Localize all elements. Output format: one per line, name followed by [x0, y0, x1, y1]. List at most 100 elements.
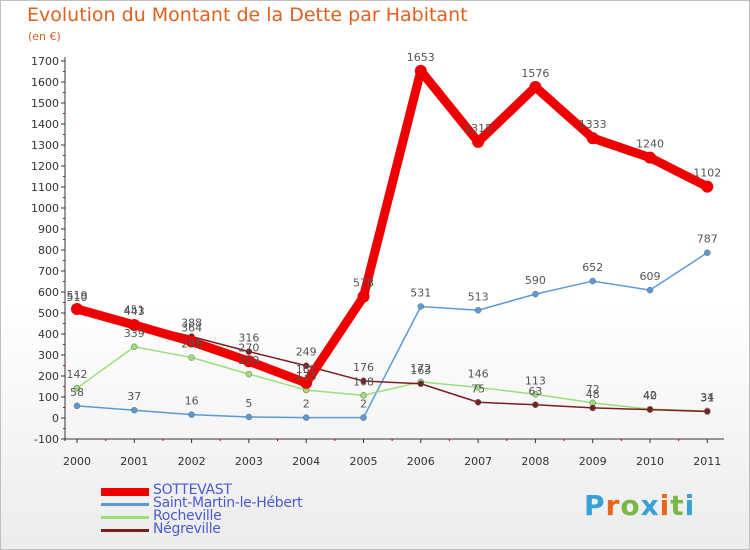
chart-title: Evolution du Montant de la Dette par Hab…: [27, 4, 468, 26]
x-tick-label: 2009: [579, 455, 607, 468]
data-label-sottevast: 519: [67, 289, 88, 302]
data-label-sottevast: 1240: [636, 138, 664, 151]
y-tick-label: 0: [52, 412, 59, 425]
data-label-sottevast: 1576: [521, 67, 549, 80]
data-point-sottevast: [71, 303, 83, 316]
y-tick-label: 800: [38, 244, 59, 257]
data-point-negreville: [360, 377, 367, 385]
y-tick-label: 300: [38, 349, 59, 362]
data-point-saint-martin-le-hebert: [417, 303, 425, 310]
proxiti-logo: Proxiti: [584, 489, 696, 522]
data-point-sottevast: [242, 355, 255, 368]
axes: -100 0 100 200 300 400 500 600 700 800 900 1000 1100…: [31, 55, 724, 468]
y-tick-label: -100: [34, 433, 59, 446]
data-label-negreville: 451: [124, 303, 145, 316]
data-label-negreville: 48: [586, 388, 600, 401]
data-label-saint-martin-le-hebert: 58: [70, 386, 84, 399]
data-point-sottevast: [644, 151, 656, 164]
data-point-saint-martin-le-hebert: [245, 413, 253, 421]
data-label-rocheville: 146: [468, 367, 489, 380]
data-point-sottevast: [357, 290, 370, 303]
legend-swatch: [101, 488, 149, 496]
y-tick-label: 1600: [31, 76, 59, 89]
y-tick-label: 700: [38, 265, 59, 278]
data-label-saint-martin-le-hebert: 531: [410, 286, 431, 299]
data-point-negreville: [704, 408, 711, 415]
data-point-sottevast: [701, 180, 714, 193]
data-label-saint-martin-le-hebert: 787: [697, 233, 718, 246]
data-point-sottevast: [128, 318, 141, 331]
data-label-rocheville: 113: [525, 374, 546, 387]
data-point-saint-martin-le-hebert: [360, 414, 367, 421]
legend-label: Rocheville: [153, 508, 222, 524]
data-label-sottevast: 1102: [693, 167, 721, 180]
data-point-sottevast: [586, 132, 599, 145]
y-tick-label: 1000: [31, 202, 59, 215]
data-label-saint-martin-le-hebert: 590: [525, 274, 546, 287]
data-label-rocheville: 42: [643, 389, 657, 402]
data-point-saint-martin-le-hebert: [474, 307, 482, 314]
data-label-negreville: 388: [181, 317, 202, 330]
data-label-rocheville: 142: [67, 368, 88, 381]
data-label-saint-martin-le-hebert: 652: [582, 261, 603, 274]
data-point-rocheville: [360, 392, 367, 399]
data-point-sottevast: [472, 135, 485, 148]
data-label-sottevast: 578: [353, 277, 374, 290]
y-tick-label: 1300: [31, 139, 59, 152]
legend-swatch: [101, 529, 149, 532]
data-label-negreville: 510: [67, 291, 88, 304]
data-point-rocheville: [532, 391, 539, 398]
y-tick-label: 900: [38, 223, 59, 236]
data-point-negreville: [302, 362, 310, 369]
data-point-saint-martin-le-hebert: [131, 406, 138, 414]
data-point-saint-martin-le-hebert: [188, 411, 195, 418]
data-label-negreville: 163: [410, 364, 431, 377]
data-label-sottevast: 364: [181, 322, 202, 335]
data-label-saint-martin-le-hebert: 2: [303, 398, 310, 411]
y-tick-label: 400: [38, 328, 59, 341]
data-point-saint-martin-le-hebert: [704, 249, 711, 256]
data-point-saint-martin-le-hebert: [589, 277, 596, 285]
data-point-negreville: [532, 401, 539, 409]
data-point-sottevast: [529, 81, 542, 94]
x-tick-label: 2005: [350, 455, 378, 468]
data-label-saint-martin-le-hebert: 513: [468, 290, 489, 303]
y-tick-label: 100: [38, 391, 59, 404]
data-label-saint-martin-le-hebert: 37: [127, 390, 141, 403]
data-point-rocheville: [131, 343, 138, 351]
data-point-sottevast: [185, 335, 198, 348]
legend-swatch: [101, 503, 149, 506]
x-tick-label: 2010: [636, 455, 664, 468]
legend-swatch: [101, 516, 149, 519]
data-point-rocheville: [245, 370, 253, 378]
legend-label: SOTTEVAST: [153, 482, 232, 498]
data-label-sottevast: 167: [296, 363, 317, 376]
data-label-saint-martin-le-hebert: 5: [245, 397, 252, 410]
data-label-saint-martin-le-hebert: 2: [360, 398, 367, 411]
data-label-negreville: 316: [238, 332, 259, 345]
y-tick-label: 600: [38, 286, 59, 299]
x-tick-label: 2003: [235, 455, 263, 468]
data-label-sottevast: 1333: [579, 118, 607, 131]
data-point-saint-martin-le-hebert: [73, 402, 81, 410]
chart-subtitle: (en €): [28, 30, 61, 43]
data-label-rocheville: 209: [238, 354, 259, 367]
y-tick-label: 1400: [31, 118, 59, 131]
data-label-rocheville: 72: [586, 383, 600, 396]
y-tick-label: 1700: [31, 55, 59, 68]
data-label-negreville: 31: [700, 391, 714, 404]
x-tick-label: 2006: [407, 455, 435, 468]
data-point-saint-martin-le-hebert: [532, 290, 539, 298]
legend-label: Saint-Martin-le-Hébert: [153, 495, 303, 511]
data-point-negreville: [245, 348, 253, 355]
data-point-rocheville: [474, 384, 482, 391]
y-tick-label: 1200: [31, 160, 59, 173]
x-tick-label: 2011: [693, 455, 721, 468]
data-point-rocheville: [73, 384, 81, 392]
data-label-negreville: 40: [643, 390, 657, 403]
data-label-rocheville: 172: [410, 362, 431, 375]
data-label-saint-martin-le-hebert: 16: [185, 395, 199, 408]
data-point-negreville: [589, 404, 596, 412]
data-point-sottevast: [300, 376, 313, 389]
data-labels: 58 37 16 5 2 2 531 513 590 652 609 787 142 339 288 209 1…: [67, 51, 722, 411]
